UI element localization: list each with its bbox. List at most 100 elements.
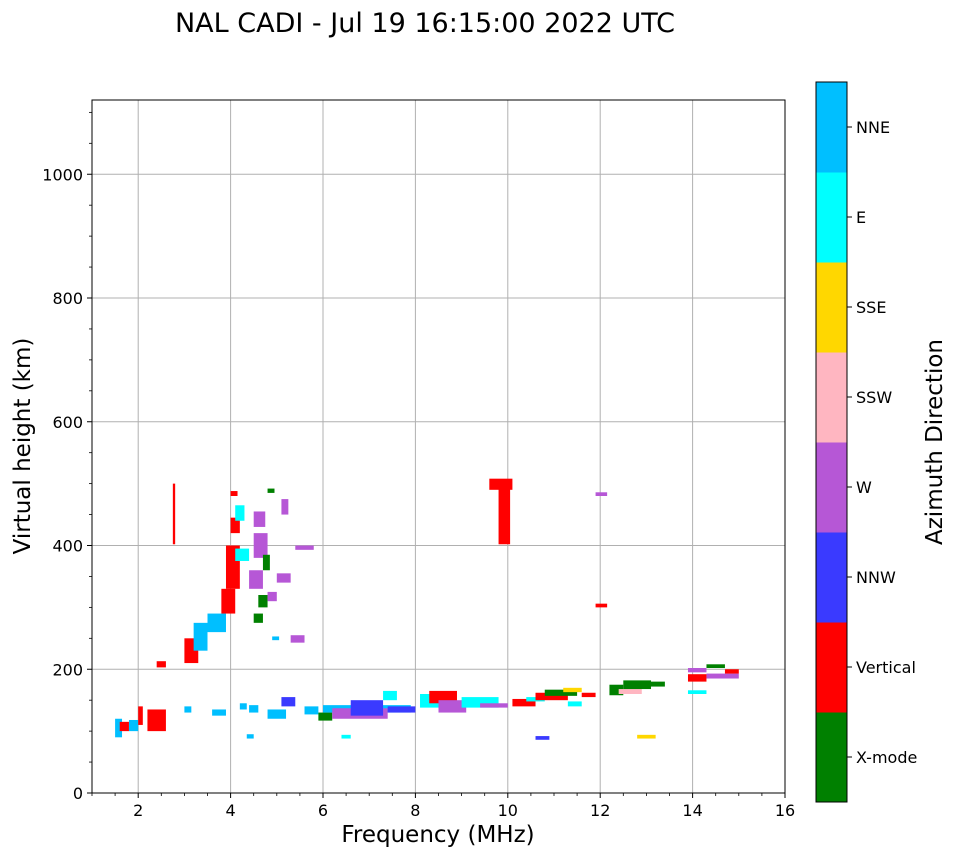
colorbar-segment [816, 262, 847, 353]
echo-mark [724, 669, 739, 674]
y-tick-label: 1000 [42, 165, 83, 184]
echo-mark [595, 603, 608, 608]
echo-mark [267, 709, 287, 719]
echo-mark [207, 613, 226, 633]
echo-mark [618, 689, 642, 694]
echo-mark [172, 483, 176, 545]
echo-mark [581, 692, 596, 698]
echo-mark [281, 697, 296, 707]
echo-mark [115, 718, 123, 738]
colorbar: X-mode Vertical NNW W SSW SSE E NNE [815, 81, 917, 803]
echo-mark [535, 692, 568, 701]
echo-mark [184, 706, 192, 713]
plot-area [92, 100, 785, 793]
echo-mark [609, 684, 624, 696]
echo-mark [295, 545, 314, 550]
x-axis-ticks: 2 4 6 8 10 12 14 16 [91, 793, 795, 820]
echo-mark [350, 700, 384, 716]
colorbar-tick-label: SSE [856, 298, 886, 317]
echo-mark [563, 687, 582, 693]
colorbar-segment [816, 622, 847, 713]
y-tick-label: 600 [52, 413, 83, 432]
x-axis-label: Frequency (MHz) [341, 822, 534, 848]
echo-mark [438, 700, 467, 713]
y-axis-ticks: 0 200 400 600 800 1000 [42, 111, 92, 803]
echo-mark [253, 533, 268, 558]
echo-mark [498, 483, 511, 545]
echo-mark [128, 719, 139, 732]
echo-mark [239, 703, 247, 710]
echo-mark [687, 668, 707, 673]
echo-mark [290, 635, 305, 643]
echo-mark [262, 554, 270, 571]
echo-mark [387, 706, 416, 713]
echo-traces [115, 478, 739, 740]
echo-mark [341, 734, 351, 739]
echo-mark [535, 736, 550, 740]
y-tick-label: 400 [52, 537, 83, 556]
echo-mark [138, 706, 143, 725]
echo-mark [249, 705, 259, 713]
x-tick-label: 10 [498, 801, 518, 820]
colorbar-segment [816, 82, 847, 173]
echo-mark [687, 690, 707, 694]
echo-mark [212, 709, 226, 716]
echo-mark [646, 681, 665, 687]
echo-mark [235, 548, 250, 561]
x-tick-label: 16 [775, 801, 795, 820]
echo-mark [304, 706, 319, 715]
x-tick-label: 2 [133, 801, 143, 820]
echo-mark [567, 701, 582, 707]
colorbar-segment [816, 532, 847, 623]
echo-mark [461, 697, 499, 708]
y-axis-label: Virtual height (km) [10, 338, 36, 555]
echo-mark [235, 505, 245, 521]
colorbar-tick-label: NNE [856, 118, 890, 137]
echo-mark [544, 689, 578, 696]
echo-mark [221, 588, 236, 614]
echo-mark [253, 511, 266, 527]
x-tick-label: 4 [226, 801, 236, 820]
echo-mark [258, 595, 268, 608]
colorbar-label: Azimuth Direction [922, 339, 948, 545]
y-tick-label: 0 [73, 784, 83, 803]
echo-mark [267, 488, 275, 493]
echo-mark [147, 709, 166, 732]
colorbar-tick-label: E [856, 208, 866, 227]
colorbar-tick-label: W [856, 478, 872, 497]
echo-mark [318, 712, 333, 721]
echo-mark [480, 703, 508, 708]
echo-mark [512, 698, 536, 707]
echo-mark [193, 622, 208, 651]
chart-title: NAL CADI - Jul 19 16:15:00 2022 UTC [175, 8, 675, 39]
x-tick-label: 6 [318, 801, 328, 820]
echo-mark [119, 721, 129, 732]
colorbar-tick-label: X-mode [856, 748, 917, 767]
x-tick-label: 8 [410, 801, 420, 820]
echo-mark [249, 570, 263, 589]
echo-mark [687, 674, 707, 682]
colorbar-frame [815, 81, 848, 803]
y-tick-label: 200 [52, 660, 83, 679]
colorbar-segment [816, 352, 847, 443]
colorbar-tick-label: NNW [856, 568, 896, 587]
x-tick-label: 12 [590, 801, 610, 820]
echo-mark [623, 680, 652, 690]
echo-mark [246, 734, 254, 739]
colorbar-segment [816, 442, 847, 533]
echo-mark [706, 664, 725, 669]
echo-mark [253, 613, 263, 623]
colorbar-segment [816, 712, 847, 803]
echo-mark [276, 573, 291, 583]
echo-mark [595, 492, 608, 496]
echo-mark [156, 661, 166, 668]
colorbar-segment [816, 172, 847, 263]
colorbar-tick-label: SSW [856, 388, 892, 407]
echo-mark [637, 734, 656, 739]
y-tick-label: 800 [52, 289, 83, 308]
echo-mark [272, 636, 280, 641]
echo-mark [230, 491, 238, 496]
grid-lines [92, 100, 786, 794]
colorbar-tick-label: Vertical [856, 658, 916, 677]
